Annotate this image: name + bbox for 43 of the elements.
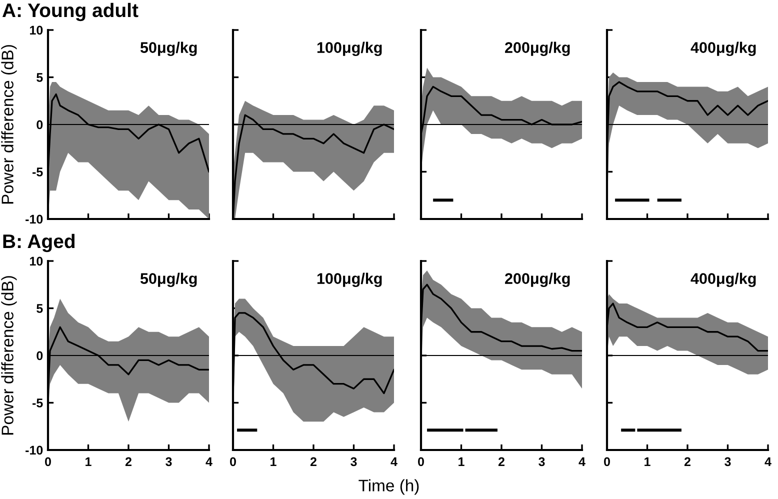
x-tick-label: 0 — [45, 457, 51, 466]
x-tick-label: 1 — [644, 457, 650, 466]
x-tick-label: 2 — [498, 457, 504, 466]
text: 100μg/kg — [317, 272, 382, 288]
y-axis-title: Power difference (dB) — [1, 45, 17, 204]
x-tick-label: 1 — [458, 457, 464, 466]
y-tick-label: 0 — [36, 351, 43, 360]
text: 200μg/kg — [505, 272, 570, 288]
text: 200μg/kg — [505, 42, 570, 56]
x-axis-title: Time (h) — [358, 479, 419, 495]
y-tick-label: 10 — [30, 26, 43, 35]
x-tick-label: 3 — [724, 457, 731, 466]
text: 400μg/kg — [690, 42, 756, 56]
text: 400μg/kg — [690, 272, 756, 288]
x-tick-label: 4 — [390, 457, 398, 466]
y-axis-title: Power difference (dB) — [1, 276, 17, 435]
x-tick-label: 1 — [270, 457, 276, 466]
y-tick-label: 0 — [36, 120, 43, 130]
text: 50μg/kg — [140, 272, 197, 288]
y-tick-label: 5 — [36, 73, 43, 82]
y-tick-label: -5 — [32, 398, 43, 408]
text: A: Young adult — [2, 2, 138, 22]
x-tick-label: 3 — [166, 457, 172, 466]
text: 50μg/kg — [140, 42, 197, 56]
x-tick-label: 2 — [125, 457, 132, 466]
y-tick-label: 10 — [30, 256, 43, 266]
x-tick-label: 4 — [578, 457, 586, 466]
y-tick-label: -5 — [32, 168, 43, 176]
y-tick-label: -10 — [26, 446, 43, 455]
text: B: Aged — [3, 234, 75, 252]
text: 100μg/kg — [317, 42, 382, 56]
x-tick-label: 0 — [230, 457, 236, 466]
x-tick-label: 1 — [86, 457, 92, 466]
y-tick-label: -10 — [26, 214, 43, 224]
x-tick-label: 0 — [604, 457, 610, 466]
x-tick-label: 3 — [538, 457, 545, 466]
x-tick-label: 2 — [310, 457, 316, 466]
x-tick-label: 3 — [350, 457, 357, 466]
x-tick-label: 4 — [206, 457, 212, 466]
y-tick-label: 5 — [36, 304, 43, 313]
x-tick-label: 0 — [418, 457, 424, 466]
x-tick-label: 2 — [684, 457, 690, 466]
x-tick-label: 4 — [764, 457, 772, 466]
